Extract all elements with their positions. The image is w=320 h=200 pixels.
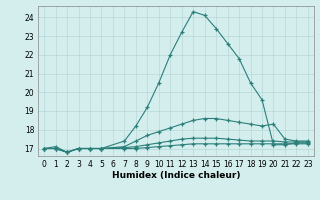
X-axis label: Humidex (Indice chaleur): Humidex (Indice chaleur) xyxy=(112,171,240,180)
